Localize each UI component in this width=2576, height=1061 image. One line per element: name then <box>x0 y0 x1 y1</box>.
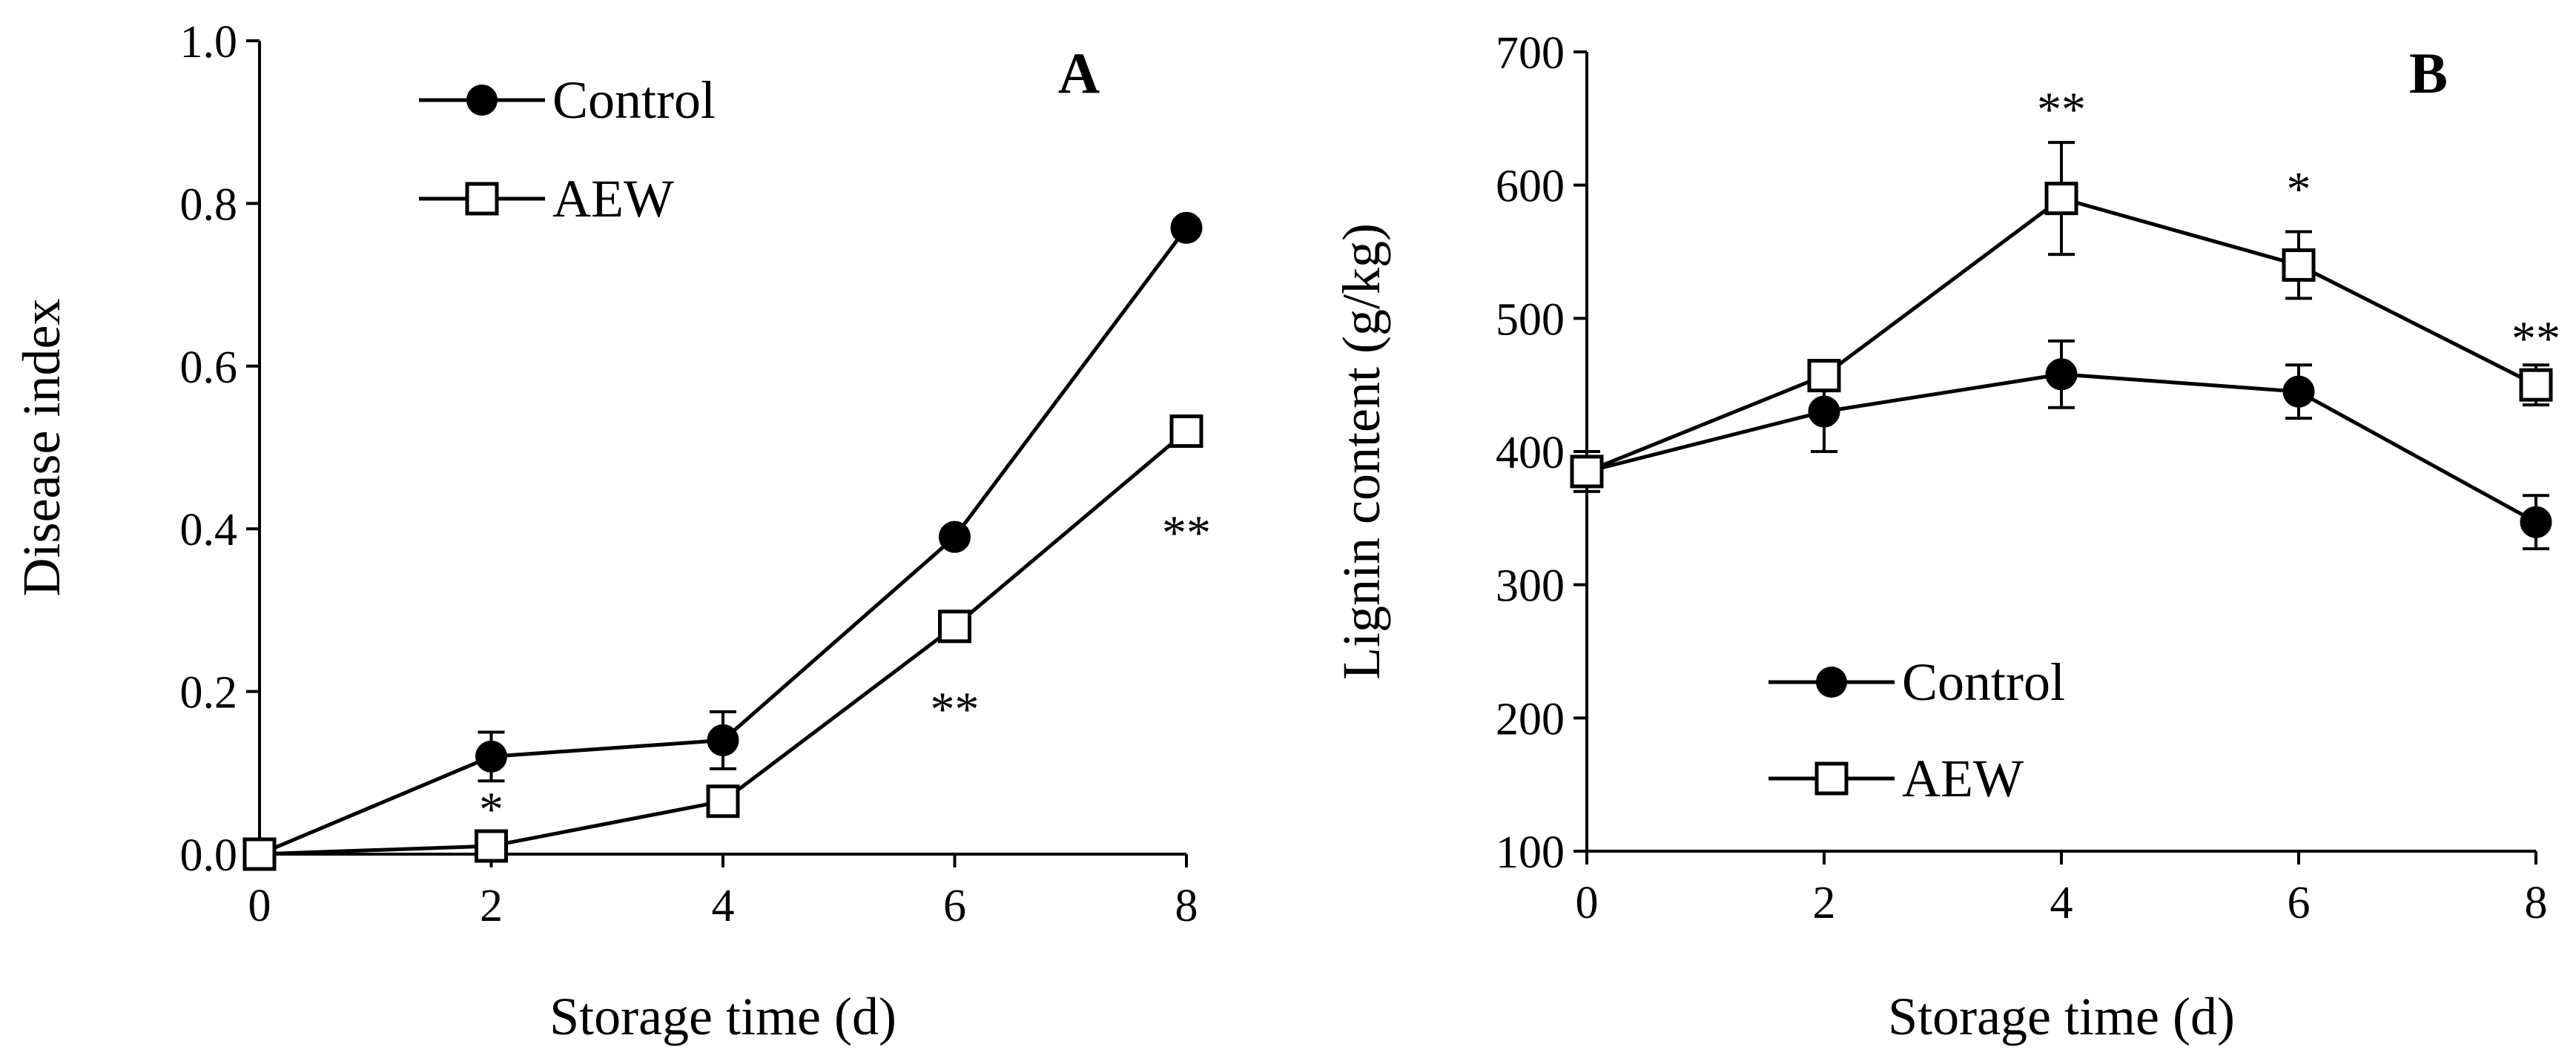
panel-a-series-control-point <box>1170 211 1203 244</box>
panel-b-y-tick-label: 700 <box>1496 28 1565 79</box>
panel-b-legend-marker <box>1816 667 1847 698</box>
panel-b-y-tick-label: 100 <box>1496 827 1565 878</box>
panel-a-significance-mark: * <box>479 783 503 837</box>
panel-a-significance-mark: ** <box>1162 506 1211 561</box>
panel-b-x-tick-label: 6 <box>2288 878 2311 928</box>
panel-a-y-tick-label: 0.2 <box>180 668 238 718</box>
panel-b-x-tick-label: 8 <box>2525 878 2548 928</box>
panel-b-series-aew-point <box>1807 359 1841 393</box>
panel-a-series-aew-point <box>938 609 971 644</box>
panel-a-y-axis-label: Disease index <box>12 299 71 597</box>
panel-a-y-tick-label: 0.6 <box>180 343 238 393</box>
panel-a-legend-label: Control <box>552 70 716 130</box>
panel-b-legend-label: AEW <box>1902 749 2024 808</box>
panel-b-significance-mark: ** <box>2037 82 2086 136</box>
panel-a-x-tick-label: 4 <box>712 881 735 931</box>
panel-a-series-aew-point <box>475 829 508 863</box>
panel-a-x-tick-label: 2 <box>480 881 503 931</box>
panel-b-legend-label: Control <box>1902 652 2065 712</box>
panel-a-x-tick-label: 8 <box>1175 881 1198 931</box>
panel-b-panel-label: B <box>2409 41 2448 105</box>
panel-b-series-aew-point <box>2044 182 2078 216</box>
panel-a-y-tick-label: 0.0 <box>180 830 238 881</box>
panel-b-series-aew-point <box>1570 455 1604 489</box>
panel-a-x-axis-label: Storage time (d) <box>549 987 896 1046</box>
panel-b-y-tick-label: 300 <box>1496 561 1565 612</box>
panel-a-x-tick-label: 0 <box>248 881 271 931</box>
panel-a-y-tick-label: 1.0 <box>180 17 238 67</box>
panel-b-y-tick-label: 500 <box>1496 294 1565 345</box>
panel-a-legend-marker <box>465 182 499 216</box>
panel-a-series-aew-point <box>706 784 740 819</box>
panel-a-x-tick-label: 6 <box>943 881 966 931</box>
panel-b-significance-mark: * <box>2287 162 2311 217</box>
panel-b-x-tick-label: 4 <box>2050 878 2073 928</box>
panel-b-y-axis-label: Lignin content (g/kg) <box>1332 223 1391 680</box>
panel-a-y-tick-label: 0.4 <box>180 505 238 555</box>
panel-b-series-control-point <box>1808 395 1840 428</box>
panel-b-x-tick-label: 2 <box>1813 878 1836 928</box>
panel-b-significance-mark: ** <box>2511 311 2560 366</box>
panel-a-series-aew-point <box>242 837 277 871</box>
panel-a-legend-label: AEW <box>552 169 674 228</box>
panel-a-panel-label: A <box>1058 41 1100 105</box>
panel-b-series-aew-point <box>2519 368 2553 402</box>
panel-b-legend-marker <box>1814 761 1849 796</box>
panel-b-y-tick-label: 200 <box>1496 694 1565 744</box>
panel-a-series-control-point <box>707 724 739 756</box>
panel-b-series-control-point <box>2045 358 2078 391</box>
panel-b-series-aew-point <box>2282 248 2316 282</box>
panel-b-y-tick-label: 400 <box>1496 428 1565 478</box>
panel-b-y-tick-label: 600 <box>1496 162 1565 212</box>
panel-a-series-control-point <box>475 740 507 773</box>
panel-a-significance-mark: ** <box>931 683 980 737</box>
panel-b-x-axis-label: Storage time (d) <box>1888 987 2235 1046</box>
panel-b-x-tick-label: 0 <box>1576 878 1599 928</box>
panel-b-series-control-point <box>2520 506 2552 538</box>
panel-a-legend-marker <box>466 85 498 116</box>
panel-b-series-control-point <box>2282 375 2315 408</box>
panel-a-series-aew-point <box>1169 414 1203 449</box>
panel-a-series-control-point <box>939 520 971 553</box>
panel-a-y-tick-label: 0.8 <box>180 179 238 230</box>
